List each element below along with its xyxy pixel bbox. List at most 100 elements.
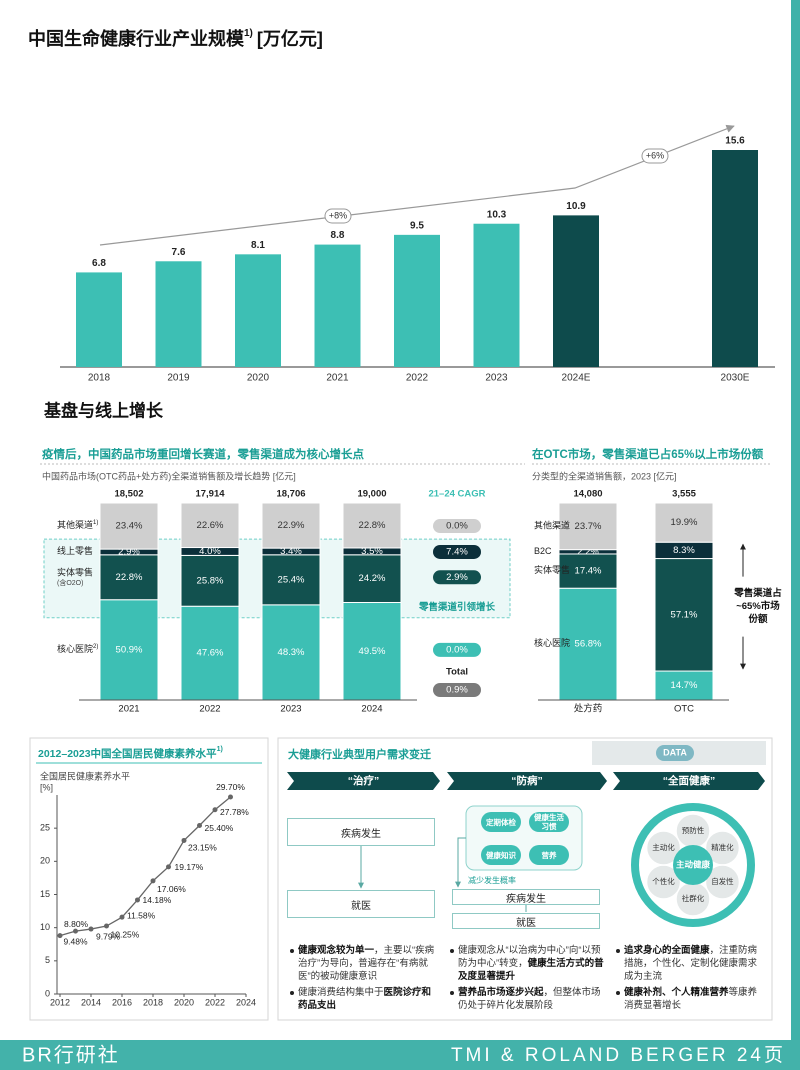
chart-title: 中国生命健康行业产业规模1) [万亿元]	[28, 28, 323, 49]
bar	[553, 215, 599, 367]
column-header-label: “防病”	[511, 774, 543, 787]
column-header	[613, 772, 765, 790]
prevention-pill: 定期体检	[481, 812, 521, 832]
flow-arrow	[455, 837, 466, 888]
cagr-title: 21–24 CAGR	[428, 489, 485, 500]
bar-segment	[342, 502, 402, 549]
x-tick-label: 2023	[485, 373, 508, 384]
data-label: 9.48%	[63, 936, 88, 946]
bullet: 追求身心的全面健康，注重防病措施，个性化、定制化健康需求成为主流	[615, 944, 765, 983]
prevention-pill: 健康知识	[481, 845, 521, 865]
footer-right: TMI & ROLAND BERGER 24页	[451, 1045, 786, 1066]
bar-segment	[261, 604, 321, 701]
cagr-pill	[433, 570, 481, 585]
series-name: 其他渠道	[534, 520, 570, 531]
y-tick-label: 10	[40, 922, 50, 932]
bar	[394, 234, 440, 367]
bullet-text: 健康观念从“以治病为中心”向“以预防为中心”转变，	[458, 945, 601, 969]
series-note: 2)	[93, 643, 98, 649]
title-note: 1)	[217, 746, 223, 753]
column-header-label: “全面健康”	[663, 774, 716, 787]
series-label: 核心医院2)	[57, 643, 98, 654]
segment-label: 22.8%	[116, 572, 143, 583]
series-note: 1)	[93, 520, 98, 526]
bullet-text-bold: 营养品市场逐步兴起	[458, 987, 544, 998]
column-header	[287, 772, 440, 790]
series-label: 实体零售	[57, 567, 93, 578]
data-point	[181, 837, 187, 843]
bar-value-label: 10.9	[566, 201, 586, 212]
bullet-text: ，但整体市场仍处于碎片化发展阶段	[458, 987, 601, 1011]
highlight-label: 零售渠道引领增长	[418, 601, 496, 613]
bullet-list: 追求身心的全面健康，注重防病措施，个性化、定制化健康需求成为主流 健康补剂、个人精…	[615, 944, 765, 1015]
annotation: +8%	[329, 210, 347, 220]
annotation: 份额	[748, 613, 768, 625]
data-point	[57, 933, 63, 939]
segment-label: 8.3%	[673, 545, 695, 556]
segment-label: 19.9%	[671, 517, 698, 528]
petal	[645, 830, 682, 866]
y-tick-label: 5	[45, 955, 50, 965]
cagr-total-title: Total	[446, 667, 468, 678]
data-point	[166, 864, 171, 870]
x-tick-label: 2030E	[721, 373, 750, 384]
data-label: 29.70%	[216, 782, 245, 792]
badge-label: DATA	[663, 747, 687, 757]
cagr-pill	[433, 544, 481, 559]
bar-segment	[342, 601, 402, 701]
cagr-pill	[433, 683, 481, 697]
data-label: 25.40%	[205, 823, 234, 833]
data-label: 23.15%	[188, 843, 217, 853]
bar-segment	[99, 554, 159, 601]
segment-label: 57.1%	[671, 609, 698, 620]
data-label: 9.79%	[96, 931, 121, 941]
x-tick-label: 2022	[205, 997, 225, 1007]
bar	[314, 244, 361, 367]
series-note: (含O2O)	[57, 578, 83, 587]
cagr-label: 7.4%	[446, 546, 468, 557]
bar-segment	[180, 605, 240, 701]
bullet-text-bold: 健康生活方式的普及度显著提升	[458, 958, 604, 982]
segment-label: 50.9%	[116, 644, 143, 655]
x-tick-label: 2021	[326, 373, 349, 384]
bar-value-label: 9.5	[410, 220, 424, 231]
cagr-label: 2.9%	[446, 572, 468, 583]
flow-box: 疾病发生	[287, 818, 435, 846]
y-tick-label: 15	[40, 889, 50, 899]
segment-label: 24.2%	[359, 573, 386, 584]
bullet: 健康观念较为单一，主要以“疾病治疗”为导向，普遍存在“有病就医”的被动健康意识	[289, 944, 440, 983]
data-label: 19.17%	[175, 862, 204, 872]
series-name: 其他渠道	[57, 519, 93, 530]
y-axis-unit: [%]	[40, 782, 53, 792]
cagr-pill	[433, 519, 481, 534]
cagr-label: 0.0%	[446, 644, 468, 655]
x-tick-label: 2024	[361, 704, 382, 715]
y-axis-label: 全国居民健康素养水平	[40, 770, 130, 781]
bullet-text: ，注重防病措施，个性化、定制化健康需求成为主流	[624, 945, 758, 982]
data-point	[73, 928, 78, 934]
column-header	[447, 772, 607, 790]
series-name: 核心医院	[534, 637, 570, 648]
trend-arrow	[99, 124, 735, 246]
panel-subtitle: 分类型的全渠道销售额，2023 [亿元]	[532, 470, 677, 481]
prevention-pill: 健康生活习惯	[529, 812, 569, 832]
series-name: 线上零售	[57, 545, 93, 556]
data-line	[59, 796, 231, 937]
annotation: +6%	[646, 150, 664, 160]
bullet: 健康观念从“以治病为中心”向“以预防为中心”转变，健康生活方式的普及度显著提升	[449, 944, 607, 983]
series-label: 核心医院	[534, 637, 570, 648]
bar-value-label: 15.6	[725, 136, 745, 147]
x-tick-label: 2022	[406, 373, 429, 384]
edge-strip	[791, 0, 800, 1040]
panel-border	[277, 737, 773, 1021]
data-label: 27.78%	[220, 807, 249, 817]
cagr-label: 0.0%	[446, 521, 468, 532]
segment-label: 17.4%	[575, 566, 602, 577]
data-point	[212, 807, 218, 813]
data-point	[88, 926, 94, 932]
flow-box: 疾病发生	[452, 889, 600, 905]
panel-title: 疫情后，中国药品市场重回增长赛道，零售渠道成为核心增长点	[42, 447, 364, 461]
x-tick-label: 2014	[81, 997, 101, 1007]
data-point	[150, 878, 156, 884]
